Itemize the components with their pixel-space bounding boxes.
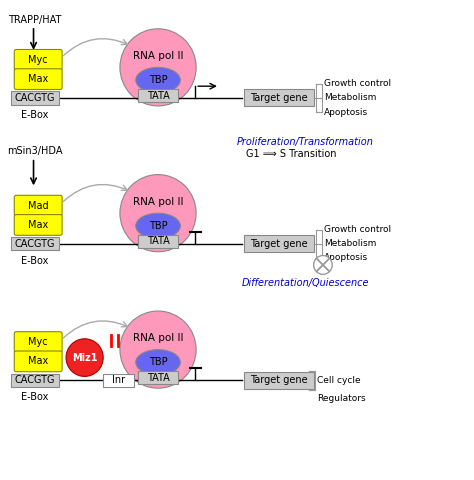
Bar [244,89,314,107]
Bar [10,91,59,105]
Text: TBP: TBP [149,221,167,231]
Text: RNA pol II: RNA pol II [133,51,183,61]
Text: Myc: Myc [28,337,48,347]
Text: Growth control: Growth control [324,79,392,88]
Text: TRAPP/HAT: TRAPP/HAT [9,15,62,25]
Text: Growth control: Growth control [324,225,392,234]
Text: E-Box: E-Box [21,110,49,120]
Text: TBP: TBP [149,357,167,367]
Text: G1 ⟹ S Transition: G1 ⟹ S Transition [246,149,337,159]
Text: CACGTG: CACGTG [15,93,55,103]
Text: Differentation/Quiescence: Differentation/Quiescence [242,277,369,288]
Ellipse shape [136,67,180,93]
Ellipse shape [136,349,180,375]
Text: Apoptosis: Apoptosis [324,108,368,117]
Bar [138,372,178,384]
FancyBboxPatch shape [14,69,62,89]
Text: Max: Max [28,220,48,230]
Text: Metabolism: Metabolism [324,239,377,248]
Text: TATA: TATA [146,373,169,383]
Text: Target gene: Target gene [250,93,308,103]
Text: Regulators: Regulators [318,395,366,404]
Text: Metabolism: Metabolism [324,94,377,102]
Text: Cell cycle: Cell cycle [318,376,361,384]
Text: TATA: TATA [146,237,169,246]
Text: Miz1: Miz1 [72,353,97,362]
Bar [244,235,314,252]
Circle shape [66,339,103,376]
FancyBboxPatch shape [14,49,62,70]
Text: E-Box: E-Box [21,392,49,402]
Text: Target gene: Target gene [250,239,308,249]
Text: CACGTG: CACGTG [15,375,55,385]
Text: CACGTG: CACGTG [15,239,55,249]
Ellipse shape [136,213,180,239]
Text: Proliferation/Transformation: Proliferation/Transformation [237,136,374,146]
Circle shape [120,311,196,388]
Bar [244,372,314,389]
Text: E-Box: E-Box [21,255,49,265]
Text: Mad: Mad [28,201,48,211]
Text: RNA pol II: RNA pol II [133,197,183,206]
Text: Target gene: Target gene [250,375,308,385]
Text: TATA: TATA [146,91,169,101]
Circle shape [314,255,332,275]
Text: Myc: Myc [28,55,48,65]
FancyBboxPatch shape [14,351,62,372]
Text: Apoptosis: Apoptosis [324,253,368,263]
Text: Inr: Inr [112,375,125,385]
FancyBboxPatch shape [14,195,62,216]
Bar [138,89,178,102]
Text: Max: Max [28,74,48,84]
FancyBboxPatch shape [14,215,62,235]
Bar [10,237,59,251]
Circle shape [120,175,196,252]
Bar [138,235,178,248]
Circle shape [120,29,196,106]
Text: mSin3/HDA: mSin3/HDA [7,146,63,156]
Bar [10,373,59,387]
Text: RNA pol II: RNA pol II [133,333,183,343]
Text: Max: Max [28,356,48,366]
Bar [103,374,134,386]
Text: TBP: TBP [149,75,167,85]
FancyBboxPatch shape [14,332,62,352]
